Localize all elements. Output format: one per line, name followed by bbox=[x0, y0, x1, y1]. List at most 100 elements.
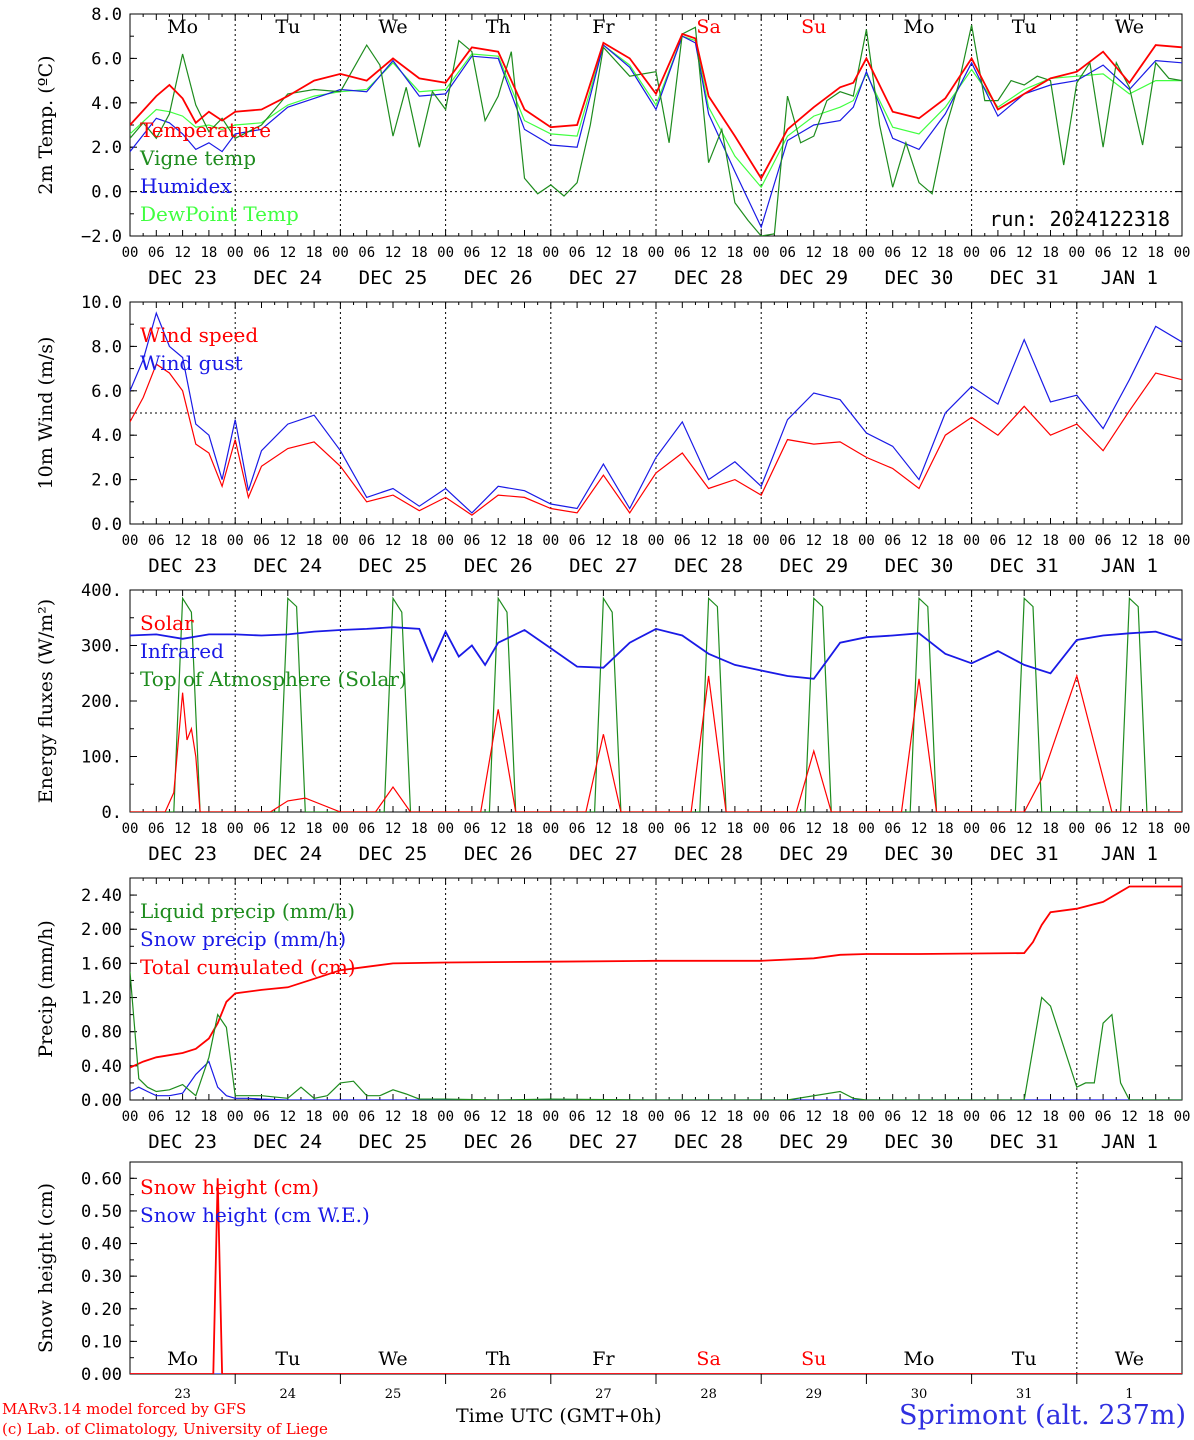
hour-tick-label: 12 bbox=[911, 1109, 928, 1125]
hour-tick-label: 18 bbox=[306, 1109, 323, 1125]
legend-entry: Wind gust bbox=[140, 351, 243, 375]
legend-entry: Infrared bbox=[140, 639, 224, 663]
hour-tick-label: 00 bbox=[122, 1109, 139, 1125]
hour-tick-label: 06 bbox=[358, 821, 375, 837]
hour-tick-label: 00 bbox=[1068, 245, 1085, 261]
day-name: We bbox=[378, 1348, 407, 1370]
hour-tick-label: 00 bbox=[648, 821, 665, 837]
hour-tick-label: 06 bbox=[989, 533, 1006, 549]
hour-tick-label: 12 bbox=[911, 533, 928, 549]
legend-entry: Snow height (cm) bbox=[140, 1175, 319, 1199]
hour-tick-label: 12 bbox=[595, 1109, 612, 1125]
hour-tick-label: 18 bbox=[937, 1109, 954, 1125]
y-tick-label: 0.0 bbox=[91, 183, 122, 203]
hour-tick-label: 12 bbox=[911, 821, 928, 837]
series-line bbox=[130, 596, 1182, 812]
day-number: 23 bbox=[174, 1387, 191, 1402]
hour-tick-label: 18 bbox=[411, 533, 428, 549]
hour-tick-label: 00 bbox=[753, 1109, 770, 1125]
hour-tick-label: 06 bbox=[148, 1109, 165, 1125]
day-name: Sa bbox=[696, 1348, 720, 1370]
hour-tick-label: 00 bbox=[1068, 821, 1085, 837]
hour-tick-label: 12 bbox=[279, 821, 296, 837]
hour-tick-label: 12 bbox=[805, 821, 822, 837]
day-name: We bbox=[1115, 1348, 1144, 1370]
y-tick-label: 200. bbox=[81, 692, 122, 712]
date-label: DEC 27 bbox=[569, 843, 638, 865]
date-label: JAN 1 bbox=[1101, 555, 1158, 577]
legend-entry: Liquid precip (mm/h) bbox=[140, 899, 355, 923]
date-label: DEC 26 bbox=[464, 555, 533, 577]
hour-tick-label: 12 bbox=[1121, 1109, 1138, 1125]
hour-tick-label: 06 bbox=[1095, 533, 1112, 549]
hour-tick-label: 06 bbox=[358, 245, 375, 261]
y-axis-label: Snow height (cm) bbox=[35, 1183, 57, 1353]
hour-tick-label: 06 bbox=[253, 1109, 270, 1125]
hour-tick-label: 18 bbox=[937, 533, 954, 549]
hour-tick-label: 12 bbox=[1016, 245, 1033, 261]
hour-tick-label: 12 bbox=[911, 245, 928, 261]
hour-tick-label: 06 bbox=[463, 533, 480, 549]
hour-tick-label: 06 bbox=[569, 533, 586, 549]
hour-tick-label: 18 bbox=[726, 533, 743, 549]
y-tick-label: 1.20 bbox=[81, 989, 122, 1009]
hour-tick-label: 12 bbox=[1121, 821, 1138, 837]
day-number: 25 bbox=[385, 1387, 402, 1402]
date-label: DEC 25 bbox=[359, 843, 428, 865]
legend-entry: Solar bbox=[140, 611, 194, 635]
date-label: DEC 31 bbox=[990, 555, 1059, 577]
date-label: DEC 31 bbox=[990, 1131, 1059, 1153]
date-label: DEC 25 bbox=[359, 1131, 428, 1153]
series-group bbox=[130, 24, 1182, 236]
date-label: DEC 27 bbox=[569, 555, 638, 577]
date-label: DEC 24 bbox=[253, 555, 322, 577]
panel-temp: −2.0 0.0 2.0 4.0 6.0 8.0 2m Temp. (ºC) Temperat… bbox=[35, 5, 1190, 289]
hour-tick-label: 06 bbox=[1095, 821, 1112, 837]
y-axis-label: 10m Wind (m/s) bbox=[35, 337, 57, 490]
credit-model: MARv3.14 model forced by GFS bbox=[2, 1400, 247, 1418]
y-tick-label: 2.0 bbox=[91, 471, 122, 491]
date-label: DEC 28 bbox=[674, 1131, 743, 1153]
day-number: 27 bbox=[595, 1387, 612, 1402]
hour-tick-label: 00 bbox=[332, 821, 349, 837]
legend-entry: Top of Atmosphere (Solar) bbox=[140, 667, 407, 691]
time-axis-title: Time UTC (GMT+0h) bbox=[456, 1405, 662, 1427]
day-name: Su bbox=[801, 1348, 826, 1370]
panel-wind: 0.0 2.0 4.0 6.0 8.0 10.0 10m Wind (m/s) Wind sp… bbox=[35, 293, 1190, 577]
hour-tick-label: 18 bbox=[1147, 245, 1164, 261]
y-tick-label: 4.0 bbox=[91, 94, 122, 114]
hour-tick-label: 18 bbox=[832, 821, 849, 837]
date-label: DEC 26 bbox=[464, 1131, 533, 1153]
day-name: Mo bbox=[904, 1348, 935, 1370]
legend-entry: Wind speed bbox=[140, 323, 258, 347]
hour-tick-label: 00 bbox=[963, 533, 980, 549]
hour-tick-label: 00 bbox=[542, 821, 559, 837]
date-label: DEC 23 bbox=[148, 555, 217, 577]
hour-tick-label: 00 bbox=[1174, 533, 1191, 549]
date-label: DEC 23 bbox=[148, 1131, 217, 1153]
hour-tick-label: 06 bbox=[148, 245, 165, 261]
panel-snow: 0.00 0.10 0.20 0.30 0.40 0.50 0.60 Snow height … bbox=[35, 1161, 1183, 1402]
date-label: DEC 29 bbox=[779, 843, 848, 865]
hour-tick-label: 12 bbox=[385, 245, 402, 261]
date-label: DEC 26 bbox=[464, 843, 533, 865]
day-number: 30 bbox=[911, 1387, 928, 1402]
hour-tick-label: 12 bbox=[174, 821, 191, 837]
hour-tick-label: 06 bbox=[569, 1109, 586, 1125]
hour-tick-label: 18 bbox=[1042, 245, 1059, 261]
hour-tick-label: 12 bbox=[700, 821, 717, 837]
hour-tick-label: 18 bbox=[516, 1109, 533, 1125]
hour-tick-label: 18 bbox=[1147, 1109, 1164, 1125]
hour-tick-label: 06 bbox=[989, 245, 1006, 261]
hour-tick-label: 18 bbox=[200, 533, 217, 549]
day-name: We bbox=[378, 16, 407, 38]
hour-tick-label: 18 bbox=[937, 821, 954, 837]
hour-tick-label: 18 bbox=[411, 1109, 428, 1125]
y-tick-label: 400. bbox=[81, 581, 122, 601]
hour-tick-label: 00 bbox=[437, 821, 454, 837]
hour-tick-label: 18 bbox=[1147, 821, 1164, 837]
hour-tick-label: 00 bbox=[1174, 1109, 1191, 1125]
y-tick-label: 10.0 bbox=[81, 293, 122, 313]
panel-energy: 0. 100. 200. 300. 400. Energy fluxes (W/m²) So… bbox=[35, 581, 1190, 865]
hour-tick-label: 18 bbox=[200, 1109, 217, 1125]
